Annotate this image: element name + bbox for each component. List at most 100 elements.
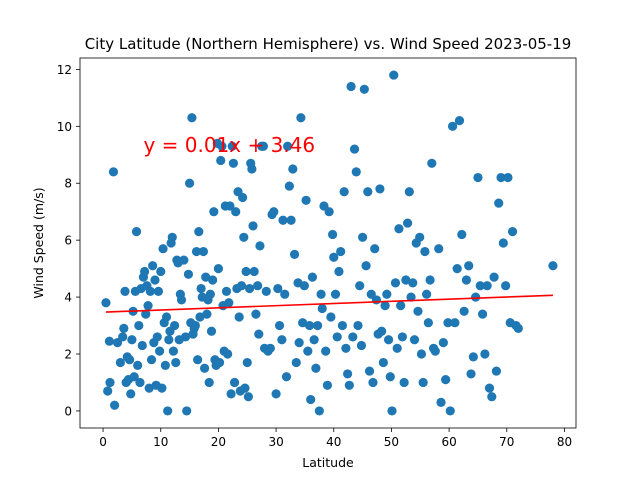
data-point <box>104 336 115 346</box>
x-tick-label: 30 <box>268 435 283 449</box>
regression-equation: y = 0.01x + 3.46 <box>143 133 315 157</box>
data-point <box>441 375 451 385</box>
data-point <box>377 326 387 336</box>
data-point <box>253 281 263 291</box>
data-point <box>501 281 511 291</box>
data-point <box>390 278 401 288</box>
data-point <box>355 281 365 291</box>
data-point <box>408 278 418 288</box>
data-point <box>294 338 304 348</box>
data-point <box>227 141 237 151</box>
data-point <box>316 289 326 299</box>
data-point <box>269 207 279 217</box>
data-point <box>216 155 226 166</box>
data-point <box>195 312 205 322</box>
data-point <box>503 172 513 183</box>
data-point <box>484 383 495 393</box>
data-point <box>231 207 241 217</box>
data-point <box>243 392 254 402</box>
y-tick-label: 12 <box>57 63 72 77</box>
data-point <box>184 178 195 188</box>
data-point <box>176 295 187 305</box>
data-point <box>213 264 224 274</box>
data-point <box>187 113 197 123</box>
data-point <box>317 303 327 314</box>
data-point <box>413 306 423 316</box>
data-point <box>394 224 404 234</box>
data-point <box>191 246 202 257</box>
data-point <box>314 406 324 416</box>
data-point <box>436 397 446 407</box>
data-point <box>180 332 191 342</box>
data-point <box>281 372 292 382</box>
data-point <box>364 366 375 376</box>
data-point <box>382 289 392 299</box>
data-point <box>507 227 518 237</box>
data-point <box>328 229 338 240</box>
data-point <box>199 363 210 373</box>
data-point <box>169 320 180 331</box>
data-point <box>322 380 333 390</box>
data-point <box>385 372 395 382</box>
data-point <box>274 320 285 331</box>
data-point <box>336 246 346 257</box>
data-point <box>254 329 264 339</box>
x-tick-label: 0 <box>99 435 107 449</box>
data-point <box>241 266 251 277</box>
y-axis-ticks: 0 2 4 6 8 10 12 <box>57 63 80 418</box>
data-point <box>313 320 323 331</box>
data-point <box>420 246 430 257</box>
data-point <box>164 335 174 345</box>
x-tick-label: 40 <box>326 435 341 449</box>
data-point <box>141 309 151 319</box>
data-point <box>303 346 313 356</box>
data-point <box>229 377 240 388</box>
data-point <box>349 144 360 154</box>
data-point <box>482 281 492 291</box>
data-point <box>226 389 236 399</box>
data-point <box>298 318 308 328</box>
data-point <box>375 184 385 194</box>
data-point <box>160 360 170 370</box>
data-point <box>368 377 378 388</box>
data-point <box>249 266 259 277</box>
data-point <box>418 377 428 388</box>
data-point <box>280 289 290 299</box>
data-point <box>148 261 158 271</box>
data-point <box>480 349 490 359</box>
data-point <box>238 192 248 203</box>
data-point <box>208 275 218 285</box>
data-point <box>434 244 444 254</box>
data-point <box>204 377 214 388</box>
y-tick-label: 10 <box>57 120 72 134</box>
data-point <box>144 383 154 393</box>
data-point <box>363 187 373 197</box>
data-point <box>324 207 334 217</box>
data-point <box>402 218 413 228</box>
data-point <box>131 227 142 237</box>
data-point <box>214 357 225 368</box>
data-point <box>158 244 168 254</box>
data-point <box>299 281 309 291</box>
data-point <box>346 81 356 92</box>
data-point <box>194 227 204 237</box>
data-point <box>450 318 460 328</box>
data-point <box>443 318 453 328</box>
data-point <box>127 335 137 345</box>
data-point <box>457 229 467 240</box>
data-point <box>422 289 432 299</box>
data-point <box>277 335 287 345</box>
data-point <box>152 332 162 342</box>
x-axis-ticks: 0 10 20 30 40 50 60 70 80 <box>99 428 572 449</box>
x-tick-label: 80 <box>557 435 572 449</box>
data-point <box>156 266 166 277</box>
y-tick-label: 4 <box>64 291 72 305</box>
data-point <box>161 312 172 322</box>
data-point <box>445 406 455 416</box>
data-point <box>356 340 367 351</box>
x-tick-label: 20 <box>211 435 226 449</box>
data-point <box>168 346 179 356</box>
data-point <box>133 360 143 370</box>
